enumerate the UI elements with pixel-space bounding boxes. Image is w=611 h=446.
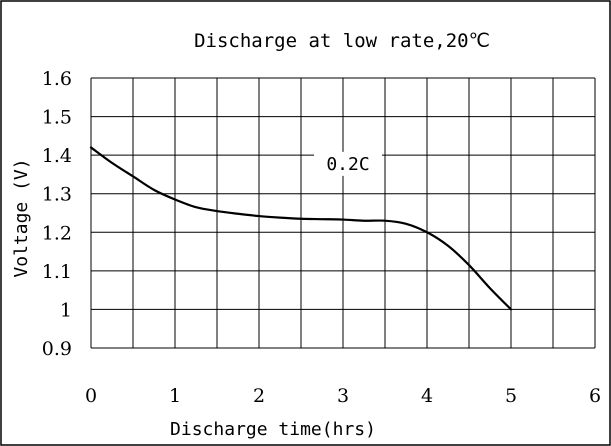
y-tick-label: 1.1: [42, 261, 72, 283]
y-tick-label: 1: [60, 299, 72, 321]
y-tick-label: 1.5: [42, 107, 72, 129]
y-tick-label: 0.9: [42, 338, 72, 360]
series-annotation-label: 0.2C: [326, 154, 369, 175]
series-line-0-2c: [89, 146, 513, 311]
x-tick-label: 1: [169, 385, 181, 407]
annotation-layer: 0.2C: [314, 151, 382, 176]
x-tick-label: 2: [253, 385, 265, 407]
y-axis-label: Voltage (V): [11, 158, 32, 277]
x-tick-label: 5: [505, 385, 517, 407]
y-tick-label: 1.4: [42, 145, 72, 167]
y-tick-label: 1.6: [42, 68, 72, 90]
tick-layer: 0.9 1 1.1 1.2 1.3 1.4 1.5 1.6 0 1 2 3 4 5 6: [42, 68, 601, 407]
y-tick-label: 1.3: [42, 184, 72, 206]
x-axis-label: Discharge time(hrs): [170, 419, 376, 440]
x-tick-label: 6: [589, 385, 601, 407]
x-tick-label: 3: [337, 385, 349, 407]
chart-title: Discharge at low rate,20℃: [194, 30, 490, 52]
y-tick-label: 1.2: [42, 222, 72, 244]
annotation-background: [314, 151, 382, 176]
x-tick-label: 4: [421, 385, 433, 407]
series-layer: [89, 146, 513, 311]
x-tick-label: 0: [85, 385, 97, 407]
